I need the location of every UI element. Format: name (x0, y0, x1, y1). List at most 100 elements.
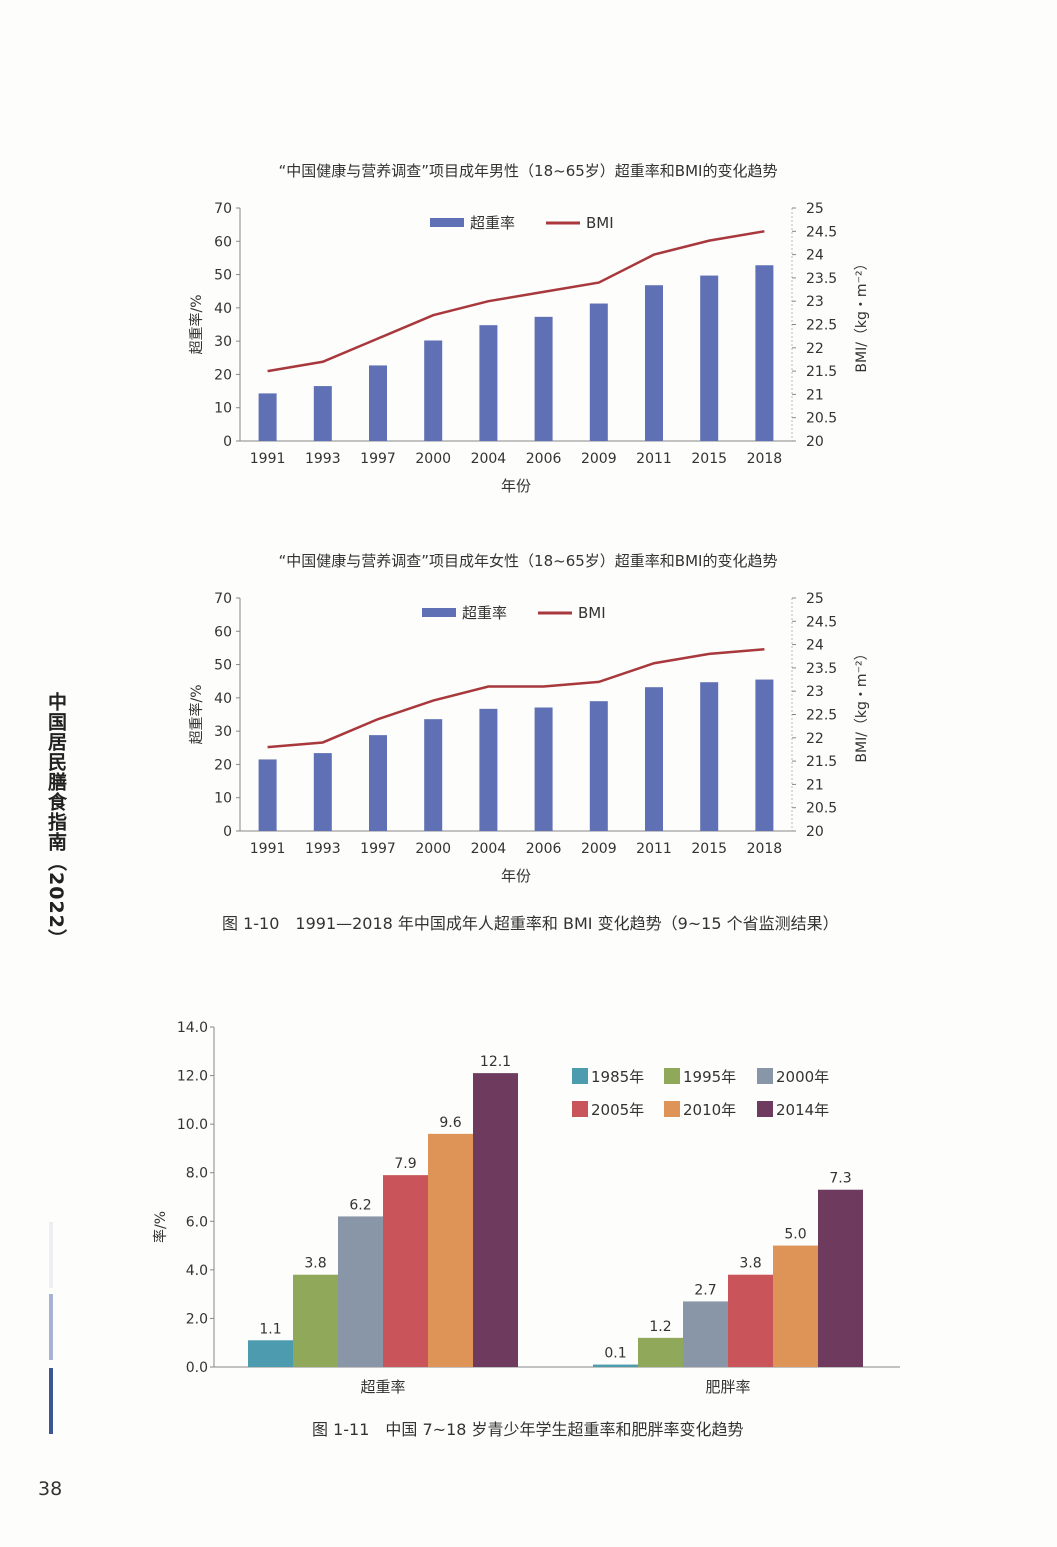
y-axis-label: 超重率/% (188, 684, 205, 744)
x-tick-label: 2004 (471, 841, 507, 857)
y2-tick-label: 21 (806, 387, 824, 403)
figure-1-11-caption: 图 1-11 中国 7~18 岁青少年学生超重率和肥胖率变化趋势 (312, 1420, 744, 1439)
bar-value-label: 12.1 (480, 1054, 511, 1070)
y2-tick-label: 23 (806, 684, 824, 700)
bar-value-label: 5.0 (784, 1227, 806, 1243)
y2-tick-label: 21.5 (806, 364, 837, 380)
bar-value-label: 3.8 (304, 1256, 326, 1272)
y-tick-label: 40 (214, 301, 232, 317)
x-tick-label: 1997 (360, 451, 396, 467)
legend-swatch-2010年 (664, 1101, 680, 1117)
legend-swatch-2014年 (757, 1101, 773, 1117)
bar-value-label: 7.3 (829, 1171, 851, 1187)
side-decor-bar-mid (49, 1294, 53, 1360)
youth-overweight-obesity-chart: 0.0 2.0 4.0 6.0 8.0 10.0 12.0 14.0 率/% 1.1 3.8 6.2 7… (152, 1020, 900, 1396)
y2-tick-label: 25 (806, 591, 824, 607)
bar-overweight-2018 (755, 679, 774, 831)
x-tick-label: 2006 (526, 451, 562, 467)
y-tick-label: 30 (214, 334, 232, 350)
bar-value-label: 2.7 (694, 1282, 716, 1298)
x-tick-label: 2011 (636, 451, 672, 467)
female-overweight-bmi-chart: “中国健康与营养调查”项目成年女性（18~65岁）超重率和BMI的变化趋势 0 10… (188, 552, 870, 885)
y2-tick-label: 22 (806, 731, 824, 747)
y2-tick-label: 24 (806, 638, 824, 654)
bar-overweight-1997 (369, 365, 387, 441)
page-number: 38 (38, 1478, 63, 1500)
legend-label: 2014年 (776, 1101, 829, 1119)
bar-超重率-1985年 (248, 1340, 293, 1367)
legend-label-line: BMI (578, 604, 606, 622)
y-tick-label: 4.0 (186, 1263, 208, 1279)
y2-axis-label: BMI/（kg・m⁻²） (854, 256, 870, 372)
y-tick-label: 10.0 (177, 1117, 208, 1133)
x-tick-label: 2018 (747, 841, 783, 857)
x-tick-label: 超重率 (360, 1378, 405, 1396)
y-tick-label: 10 (214, 401, 232, 417)
bar-overweight-2000 (424, 340, 443, 441)
bar-overweight-2015 (700, 682, 719, 831)
bar-overweight-2009 (589, 303, 608, 441)
bar-超重率-2005年 (383, 1175, 428, 1367)
x-tick-label: 1997 (360, 841, 396, 857)
bar-value-label: 1.2 (649, 1319, 671, 1335)
bar-overweight-1993 (313, 386, 332, 441)
y2-tick-label: 21.5 (806, 754, 837, 770)
y-tick-label: 50 (214, 268, 232, 284)
x-tick-label: 2018 (747, 451, 783, 467)
x-axis-label: 年份 (501, 477, 531, 495)
bar-overweight-2011 (645, 687, 663, 831)
bar-肥胖率-2010年 (773, 1245, 818, 1367)
y-tick-label: 60 (214, 234, 232, 250)
x-tick-label: 2011 (636, 841, 672, 857)
bar-overweight-2006 (534, 707, 553, 831)
y2-tick-label: 21 (806, 777, 824, 793)
bmi-line (267, 648, 765, 749)
bar-overweight-2015 (700, 275, 719, 441)
bar-肥胖率-1995年 (638, 1337, 683, 1367)
bar-overweight-2006 (534, 316, 553, 441)
bar-超重率-2010年 (428, 1133, 473, 1367)
legend-label: 2005年 (591, 1101, 644, 1119)
x-tick-label: 2015 (691, 841, 727, 857)
x-tick-label: 1991 (250, 451, 286, 467)
legend-swatch-1995年 (664, 1068, 680, 1084)
y-tick-label: 12.0 (177, 1069, 208, 1085)
x-tick-label: 1991 (250, 841, 286, 857)
bar-overweight-1991 (258, 759, 277, 831)
bar-value-label: 0.1 (604, 1346, 626, 1362)
legend-swatch-2000年 (757, 1068, 773, 1084)
y-tick-label: 70 (214, 201, 232, 217)
y2-tick-label: 20.5 (806, 411, 837, 427)
bmi-line (267, 230, 765, 373)
side-decor-bar-dark (49, 1368, 53, 1434)
y2-tick-label: 22 (806, 341, 824, 357)
y-tick-label: 8.0 (186, 1166, 208, 1182)
x-tick-label: 2004 (471, 451, 507, 467)
chart-title: “中国健康与营养调查”项目成年女性（18~65岁）超重率和BMI的变化趋势 (279, 552, 778, 570)
y-tick-label: 50 (214, 658, 232, 674)
bar-value-label: 9.6 (439, 1115, 461, 1131)
y-tick-label: 14.0 (177, 1020, 208, 1036)
bar-overweight-2011 (645, 285, 663, 441)
book-side-title: 中国居民膳食指南（2022） (45, 692, 67, 949)
legend-label: 1985年 (591, 1068, 644, 1086)
y-tick-label: 10 (214, 791, 232, 807)
bar-超重率-2000年 (338, 1216, 383, 1367)
bar-overweight-1993 (313, 753, 332, 831)
bar-肥胖率-2014年 (818, 1189, 863, 1367)
legend-label: 2000年 (776, 1068, 829, 1086)
x-tick-label: 2000 (415, 451, 451, 467)
y2-tick-label: 23 (806, 294, 824, 310)
bar-overweight-1991 (258, 393, 277, 441)
y-tick-label: 30 (214, 724, 232, 740)
legend-label-bar: 超重率 (470, 214, 515, 232)
side-decor-bar-light (49, 1222, 53, 1288)
y-tick-label: 0 (223, 434, 232, 450)
y-tick-label: 6.0 (186, 1214, 208, 1230)
y2-tick-label: 20 (806, 434, 824, 450)
y2-tick-label: 22.5 (806, 708, 837, 724)
x-tick-label: 2000 (415, 841, 451, 857)
x-axis-label: 年份 (501, 867, 531, 885)
legend-swatch-bar (422, 608, 456, 617)
y-axis-label: 超重率/% (188, 294, 205, 354)
